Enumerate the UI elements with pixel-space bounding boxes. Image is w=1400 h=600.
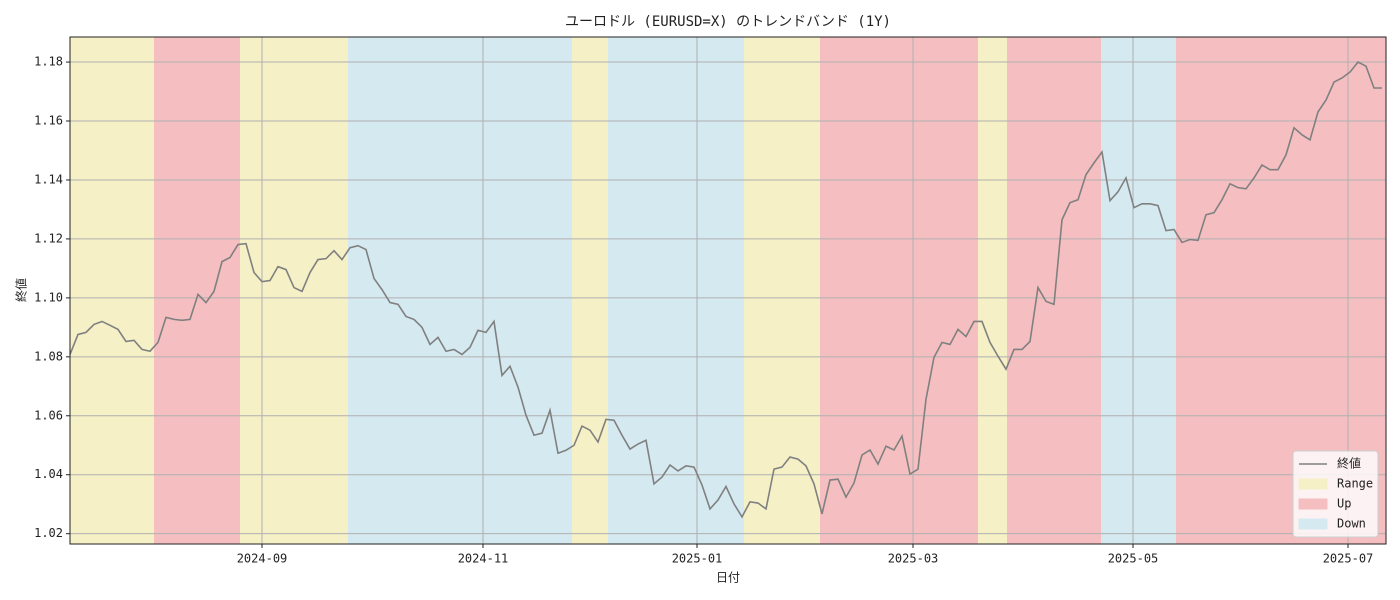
trend-band	[572, 37, 608, 544]
trend-band	[820, 37, 978, 544]
legend-label: Down	[1337, 517, 1366, 531]
legend-box	[1292, 450, 1379, 538]
trend-band	[240, 37, 348, 544]
y-tick-label: 1.18	[34, 55, 63, 69]
legend-patch	[1298, 498, 1328, 510]
x-tick-label: 2025-05	[1108, 552, 1159, 566]
legend-patch	[1298, 518, 1328, 530]
trend-band	[154, 37, 240, 544]
y-tick-label: 1.08	[34, 349, 63, 363]
x-tick-label: 2025-01	[672, 552, 723, 566]
trend-band	[348, 37, 572, 544]
trend-band	[1101, 37, 1176, 544]
x-axis-label: 日付	[716, 571, 740, 585]
x-tick-label: 2024-11	[458, 552, 509, 566]
y-tick-label: 1.10	[34, 290, 63, 304]
y-tick-label: 1.02	[34, 526, 63, 540]
trend-band	[608, 37, 744, 544]
legend: 終値 Range Up Down	[1292, 450, 1379, 538]
y-tick-label: 1.14	[34, 172, 63, 186]
legend-label: Range	[1337, 477, 1373, 491]
x-tick-label: 2025-03	[888, 552, 939, 566]
price-line	[69, 61, 1382, 519]
x-tick-label: 2025-07	[1323, 552, 1374, 566]
y-tick-label: 1.16	[34, 114, 63, 128]
trend-band	[744, 37, 820, 544]
x-tick-label: 2024-09	[237, 552, 288, 566]
trend-band	[70, 37, 154, 544]
legend-label: Up	[1337, 497, 1351, 511]
y-tick-label: 1.06	[34, 408, 63, 422]
plot-frame	[69, 36, 1387, 545]
legend-label: 終値	[1337, 456, 1361, 471]
y-tick-label: 1.04	[34, 467, 63, 481]
trend-band	[1007, 37, 1101, 544]
legend-patch	[1298, 478, 1328, 490]
y-axis-label: 終値	[14, 278, 29, 302]
y-tick-label: 1.12	[34, 231, 63, 245]
chart-title: ユーロドル (EURUSD=X) のトレンドバンド (1Y)	[565, 14, 891, 30]
trend-band	[978, 37, 1007, 544]
